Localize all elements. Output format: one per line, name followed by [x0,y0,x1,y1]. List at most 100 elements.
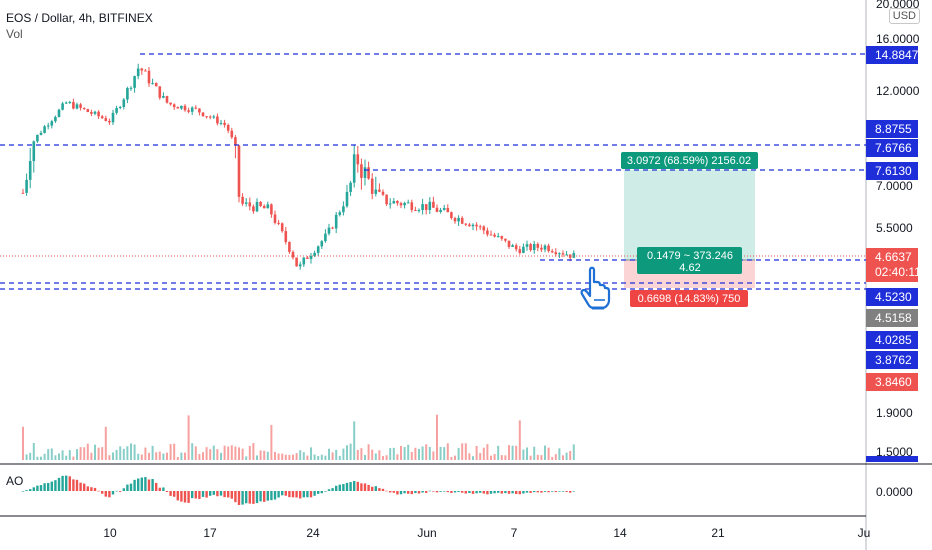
ao-bar [497,491,500,493]
ao-bar [68,476,71,491]
volume-bar [122,448,125,460]
candle-body [295,257,298,267]
time-tick: Ju [858,526,871,540]
candle-body [277,222,280,224]
ao-bar [191,491,194,499]
volume-bar [367,444,370,460]
volume-bar [500,455,503,460]
volume-bar [248,445,251,460]
candle-body [100,116,104,119]
volume-bar [544,445,546,460]
ao-bar [389,491,392,493]
volume-bar [252,443,255,460]
candle-body [187,110,190,112]
ao-bar [461,491,464,493]
ao-bar [396,491,399,495]
ao-bar [212,491,215,495]
ao-bar [511,491,514,494]
ao-bar [525,491,529,493]
candle-body [446,208,450,213]
candle-body [126,88,129,100]
volume-bar [302,452,305,460]
volume-bar [68,450,71,460]
ao-bar [137,478,140,491]
volume-bar [454,455,456,460]
candle-body [306,257,309,259]
candle-body [234,137,237,146]
price-tag-bg [866,46,918,64]
volume-bar [295,453,298,460]
volume-bar [457,448,460,460]
ao-bar [284,491,287,496]
volume-bar [536,454,539,460]
candle-body [522,246,525,253]
ao-bar [345,482,349,491]
volume-bar [198,454,201,460]
volume-bar [180,452,183,460]
candle-body [136,68,140,77]
ao-bar [122,488,125,491]
volume-bar [151,445,154,460]
ao-bar [86,486,89,491]
volume-bar [47,449,50,460]
ao-tick: 0.0000 [876,485,913,499]
ao-bar [453,491,457,493]
volume-bar [508,445,510,460]
volume-bar [299,450,302,460]
volume-bar [360,448,363,460]
candle-body [363,167,367,178]
candle-body [518,249,522,253]
candle-body [25,179,28,193]
ao-bar [169,491,172,496]
volume-bar [479,453,482,460]
ao-bar [101,491,104,494]
candle-body [342,206,345,213]
target-zone[interactable] [624,170,755,260]
ao-bar [371,486,374,491]
candle-body [162,96,165,98]
ao-bar [36,485,39,491]
candle-body [486,230,489,235]
price-tag: 4.0285 [875,333,912,347]
candle-body [90,112,93,114]
symbol-title[interactable]: EOS / Dollar, 4h, BITFINEX [6,11,153,25]
candle-body [158,86,162,98]
volume-bar [94,444,96,460]
candle-body [338,212,342,215]
ao-bar [39,485,43,491]
candle-body [111,112,115,123]
ao-bar [547,491,550,493]
volume-bar [558,448,561,460]
ao-bar [47,482,50,491]
chart-legend[interactable]: EOS / Dollar, 4h, BITFINEX Vol [6,10,153,42]
ao-bar [129,483,133,491]
volume-bar [230,445,233,460]
time-axis[interactable]: 10 17 24 Jun 7 14 21 Ju [103,526,870,540]
volume-label[interactable]: Vol [6,27,23,41]
ao-bar [97,490,100,492]
candle-body [543,245,547,250]
ao-bar [428,490,431,492]
candle-body [79,104,82,108]
currency-selector[interactable]: USD [888,8,920,24]
ao-bar [554,491,557,493]
ao-indicator-label[interactable]: AO [6,474,24,488]
volume-bar [202,452,204,460]
volume-bar [166,452,168,460]
candle-body [529,244,532,251]
candle-body [230,130,234,138]
ao-bar [443,491,446,492]
price-scale[interactable]: 20.0000 16.0000 12.0000 7.0000 5.5000 1.… [876,0,920,499]
candle-body [453,218,457,222]
candle-body [511,245,514,247]
ao-bar [50,481,53,491]
candle-body [46,125,50,127]
ao-bar [414,491,417,494]
ao-bar [504,491,507,494]
ao-bar [331,488,334,491]
ao-bar [338,484,341,491]
candle-body [64,102,68,104]
ao-bar [543,491,547,492]
ao-bar [72,479,75,491]
